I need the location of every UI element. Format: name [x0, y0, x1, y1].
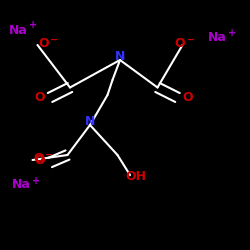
Text: Na: Na	[9, 24, 28, 36]
Text: O: O	[182, 91, 193, 104]
Text: +: +	[228, 28, 236, 38]
Text: Na: Na	[208, 31, 227, 44]
Text: O: O	[38, 37, 49, 50]
Text: O: O	[35, 91, 45, 104]
Text: O: O	[35, 154, 45, 166]
Text: −: −	[50, 34, 58, 44]
Text: Na: Na	[12, 178, 31, 192]
Text: N: N	[115, 50, 125, 63]
Text: +: +	[29, 20, 37, 30]
Text: N: N	[85, 115, 95, 128]
Text: O: O	[34, 152, 44, 165]
Text: OH: OH	[126, 170, 147, 183]
Text: +: +	[32, 176, 40, 186]
Text: −: −	[187, 34, 195, 44]
Text: −: −	[46, 150, 54, 160]
Text: O: O	[175, 37, 185, 50]
